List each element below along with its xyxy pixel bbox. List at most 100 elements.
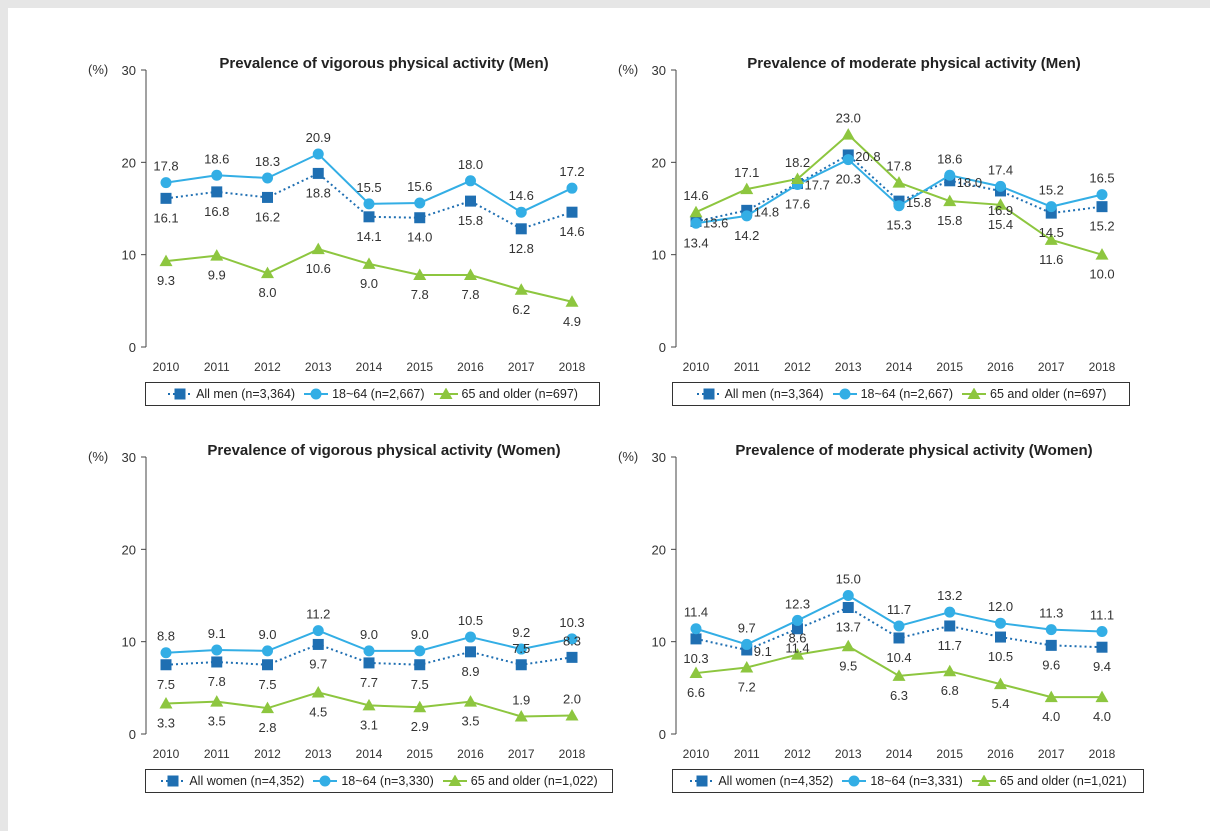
data-label: 13.6 xyxy=(703,215,728,230)
data-point-circle xyxy=(690,623,702,635)
x-tick-label: 2016 xyxy=(457,747,484,761)
data-point-circle xyxy=(741,210,753,222)
data-label: 12.0 xyxy=(988,599,1013,614)
data-point-triangle xyxy=(943,664,957,677)
data-label: 10.0 xyxy=(1089,267,1114,282)
data-label: 18.3 xyxy=(255,154,280,169)
data-label: 15.3 xyxy=(886,218,911,233)
data-label: 11.4 xyxy=(785,641,809,656)
data-label: 15.2 xyxy=(1039,183,1064,198)
legend-marker xyxy=(977,774,991,786)
data-label: 9.0 xyxy=(411,627,429,642)
y-tick-label: 30 xyxy=(652,450,666,465)
data-point-square xyxy=(211,656,223,668)
data-label: 20.9 xyxy=(306,130,331,145)
data-label: 17.8 xyxy=(153,159,178,174)
x-tick-label: 2014 xyxy=(356,360,383,374)
legend-triangle-icon xyxy=(971,774,997,787)
data-point-triangle xyxy=(311,685,325,698)
data-point-square xyxy=(262,191,273,203)
legend-square-icon xyxy=(167,388,193,400)
data-label: 17.6 xyxy=(785,196,810,211)
data-label: 8.8 xyxy=(157,629,175,644)
legend-moderate-women: All women (n=4,352) 18~64 (n=3,331) 65 a… xyxy=(672,769,1144,793)
data-label: 6.6 xyxy=(687,685,705,700)
legend-label: 18~64 (n=3,330) xyxy=(341,774,434,788)
legend-marker xyxy=(167,775,179,787)
data-label: 15.8 xyxy=(906,195,931,210)
legend-label: All men (n=3,364) xyxy=(724,387,824,401)
legend-label: 18~64 (n=2,667) xyxy=(332,387,425,401)
data-label: 14.1 xyxy=(356,229,381,244)
data-label: 9.9 xyxy=(208,268,226,283)
data-label: 15.0 xyxy=(836,572,861,587)
data-label: 6.8 xyxy=(941,683,959,698)
legend-label: All women (n=4,352) xyxy=(718,774,834,788)
data-point-triangle xyxy=(210,695,224,707)
data-point-triangle xyxy=(740,661,754,673)
data-label: 20.8 xyxy=(855,149,880,164)
legend-triangle-icon xyxy=(961,387,987,400)
x-tick-label: 2018 xyxy=(559,747,586,761)
x-tick-label: 2016 xyxy=(987,360,1014,374)
data-point-triangle xyxy=(261,701,274,714)
data-point-circle xyxy=(566,633,578,645)
data-label: 15.6 xyxy=(407,179,432,194)
x-tick-label: 2010 xyxy=(153,360,180,374)
data-label: 18.0 xyxy=(458,157,483,172)
data-point-circle xyxy=(944,606,956,618)
data-point-triangle xyxy=(892,176,906,188)
data-point-triangle xyxy=(689,666,703,679)
y-tick-label: 10 xyxy=(652,635,666,650)
data-point-circle xyxy=(893,620,905,632)
data-label: 7.8 xyxy=(208,674,226,689)
data-point-triangle xyxy=(841,639,855,652)
data-label: 8.9 xyxy=(461,664,479,679)
legend-label: 18~64 (n=3,331) xyxy=(870,774,963,788)
data-point-triangle xyxy=(210,249,224,261)
data-point-circle xyxy=(160,647,172,659)
data-point-triangle xyxy=(994,198,1007,210)
legend-square-icon xyxy=(160,775,186,787)
legend-marker xyxy=(439,387,453,399)
data-point-circle xyxy=(1096,626,1108,638)
data-label: 10.3 xyxy=(683,651,708,666)
x-tick-label: 2012 xyxy=(784,747,811,761)
y-tick-label: 0 xyxy=(129,727,136,742)
data-point-circle xyxy=(465,175,476,187)
legend-marker xyxy=(448,774,462,786)
legend-item-older: 65 and older (n=1,021) xyxy=(971,774,1127,788)
data-point-square xyxy=(363,657,375,669)
data-point-circle xyxy=(1045,201,1057,213)
data-label: 8.6 xyxy=(788,631,806,646)
data-point-square xyxy=(893,632,905,644)
data-point-square xyxy=(312,638,324,650)
data-label: 9.1 xyxy=(208,626,226,641)
data-point-circle xyxy=(842,154,854,166)
data-label: 10.4 xyxy=(886,650,911,665)
chart-title: Prevalence of vigorous physical activity… xyxy=(219,55,548,72)
data-label: 13.4 xyxy=(683,235,708,250)
legend-symbol xyxy=(690,775,715,787)
data-label: 11.7 xyxy=(887,602,911,617)
y-unit-label: (%) xyxy=(88,62,108,77)
data-point-square xyxy=(944,175,956,187)
data-point-triangle xyxy=(159,254,173,267)
data-point-square xyxy=(842,602,854,614)
legend-marker xyxy=(848,775,860,787)
y-tick-label: 20 xyxy=(122,542,136,557)
legend-symbol xyxy=(971,774,996,786)
y-unit-label: (%) xyxy=(618,62,638,77)
legend-item-adult: 18~64 (n=3,330) xyxy=(312,774,434,788)
data-label: 14.2 xyxy=(734,228,759,243)
x-tick-label: 2014 xyxy=(886,360,913,374)
legend-symbol xyxy=(433,387,458,399)
data-label: 9.3 xyxy=(157,273,175,288)
data-label: 10.3 xyxy=(559,615,584,630)
data-point-triangle xyxy=(514,709,528,722)
data-label: 9.4 xyxy=(1093,659,1111,674)
x-tick-label: 2017 xyxy=(1038,360,1065,374)
legend-symbol xyxy=(304,388,329,400)
x-tick-label: 2015 xyxy=(936,747,963,761)
legend-marker xyxy=(696,775,708,787)
